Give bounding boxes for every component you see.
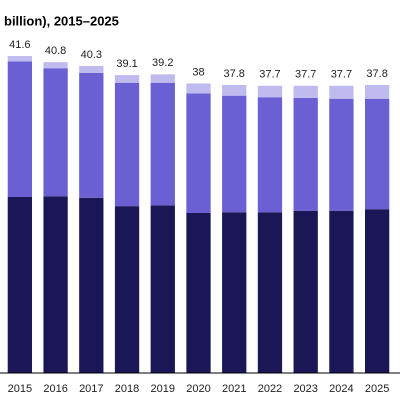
bar-segment	[150, 74, 175, 83]
total-label: 40.3	[81, 49, 102, 61]
bar-segment	[257, 212, 283, 373]
total-label: 37.8	[224, 68, 245, 80]
x-tick-label: 2018	[115, 383, 139, 395]
bar-segment	[329, 210, 354, 373]
total-label: 38	[192, 66, 204, 78]
bar-segment	[43, 62, 68, 69]
x-tick-label: 2025	[365, 383, 389, 395]
total-label: 39.2	[152, 57, 173, 69]
bar-segment	[43, 196, 68, 373]
total-label: 37.7	[259, 69, 280, 81]
total-label: 37.7	[331, 69, 352, 81]
x-tick-label: 2019	[151, 383, 175, 395]
bar-segment	[79, 197, 104, 373]
bar-segment	[293, 97, 318, 211]
bar-segment	[257, 97, 283, 213]
bar-segment	[222, 212, 247, 373]
total-label: 39.1	[116, 58, 137, 70]
bar-segment	[186, 93, 211, 213]
bar-segment	[114, 82, 140, 207]
bar-segment	[114, 75, 140, 83]
bar-segment	[79, 65, 104, 73]
bar-segment	[150, 82, 175, 206]
total-label: 37.7	[295, 69, 316, 81]
x-tick-label: 2022	[258, 383, 282, 395]
x-tick-label: 2015	[8, 383, 32, 395]
chart-title: billion), 2015–2025	[4, 13, 119, 28]
bar-segment	[293, 210, 318, 373]
x-tick-label: 2017	[79, 383, 103, 395]
bar-segment	[186, 83, 211, 94]
bar-segment	[293, 85, 318, 98]
x-tick-label: 2016	[43, 383, 67, 395]
total-label: 41.6	[9, 39, 30, 51]
bar-segment	[43, 68, 68, 197]
bar-segment	[7, 56, 33, 62]
bar-segment	[150, 205, 175, 373]
x-tick-label: 2020	[186, 383, 210, 395]
bar-segment	[114, 206, 140, 373]
bar-segment	[222, 95, 247, 213]
x-tick-label: 2021	[222, 383, 246, 395]
bar-segment	[257, 85, 283, 98]
bar-segment	[329, 98, 354, 211]
total-label: 37.8	[366, 68, 387, 80]
bar-segment	[186, 213, 211, 373]
bar-segment	[222, 85, 247, 96]
bar-segment	[79, 72, 104, 198]
x-tick-label: 2023	[293, 383, 317, 395]
bar-segment	[7, 197, 33, 373]
bar-segment	[364, 209, 390, 373]
total-label: 40.8	[45, 45, 66, 57]
bar-segment	[364, 98, 390, 210]
bar-segment	[7, 61, 33, 197]
bar-segment	[329, 85, 354, 99]
bar-segment	[364, 85, 390, 99]
x-tick-label: 2024	[329, 383, 353, 395]
